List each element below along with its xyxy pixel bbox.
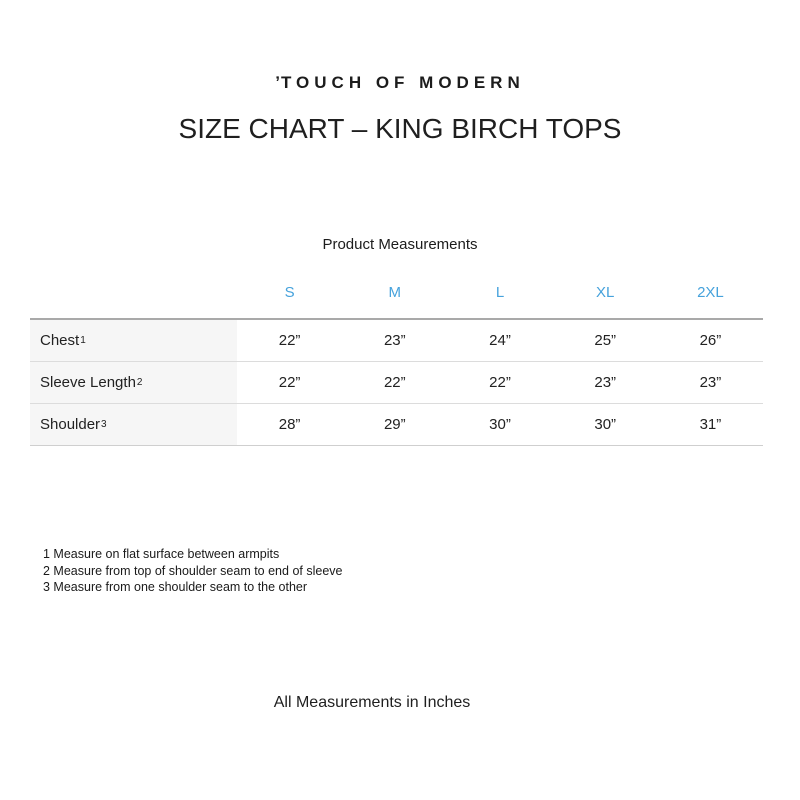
- page-title: SIZE CHART – KING BIRCH TOPS: [178, 113, 622, 144]
- measurement-cell: 22”: [383, 374, 406, 391]
- measurement-cell: 23”: [594, 374, 617, 391]
- size-header-xl: XL: [596, 284, 615, 301]
- brand-name: TOUCH OF MODERN: [280, 73, 525, 92]
- footnote-1: 1 Measure on flat surface between armpit…: [43, 547, 280, 561]
- measurement-cell: 22”: [278, 374, 301, 391]
- table-row-chest: Chest 1 22” 23” 24” 25” 26”: [30, 320, 763, 362]
- row-label-sleeve-length: Sleeve Length 2: [30, 362, 237, 403]
- size-header-s: S: [284, 284, 295, 301]
- logo-tick-icon: ʼ: [275, 73, 281, 92]
- measurement-cell: 30”: [594, 416, 617, 433]
- table-row-shoulder: Shoulder 3 28” 29” 30” 30” 31”: [30, 404, 763, 446]
- size-header-row: S M L XL 2XL: [237, 284, 763, 301]
- measurement-cell: 30”: [489, 416, 511, 433]
- row-label-text: Sleeve Length: [40, 374, 136, 391]
- footer-note: All Measurements in Inches: [273, 694, 471, 711]
- row-label-text: Shoulder: [40, 416, 101, 433]
- measurement-cell: 23”: [383, 332, 406, 349]
- measurement-cell: 29”: [383, 416, 406, 433]
- footnotes: 1 Measure on flat surface between armpit…: [43, 546, 342, 596]
- size-header-2xl: 2XL: [697, 284, 724, 301]
- measurement-cell: 24”: [489, 332, 511, 349]
- measurements-table: Chest 1 22” 23” 24” 25” 26” Sleeve Length…: [30, 318, 763, 446]
- row-label-chest: Chest 1: [30, 320, 237, 361]
- measurement-cell: 28”: [278, 416, 301, 433]
- measurement-cell: 31”: [699, 416, 722, 433]
- measurement-cell: 22”: [278, 332, 301, 349]
- row-label-shoulder: Shoulder 3: [30, 404, 237, 445]
- table-row-sleeve-length: Sleeve Length 2 22” 22” 22” 23” 23”: [30, 362, 763, 404]
- measurement-cell: 25”: [594, 332, 617, 349]
- measurement-cell: 23”: [699, 374, 722, 391]
- size-header-l: L: [495, 284, 505, 301]
- measurement-cell: 26”: [699, 332, 722, 349]
- footnote-2: 2 Measure from top of shoulder seam to e…: [43, 563, 343, 578]
- brand-logo: ʼTOUCH OF MODERN: [0, 73, 800, 93]
- footnote-3: 3 Measure from one shoulder seam to the …: [43, 580, 308, 594]
- measurement-cell: 22”: [489, 374, 511, 391]
- table-caption: Product Measurements: [322, 236, 478, 253]
- row-label-text: Chest: [40, 332, 80, 349]
- size-header-m: M: [388, 284, 402, 301]
